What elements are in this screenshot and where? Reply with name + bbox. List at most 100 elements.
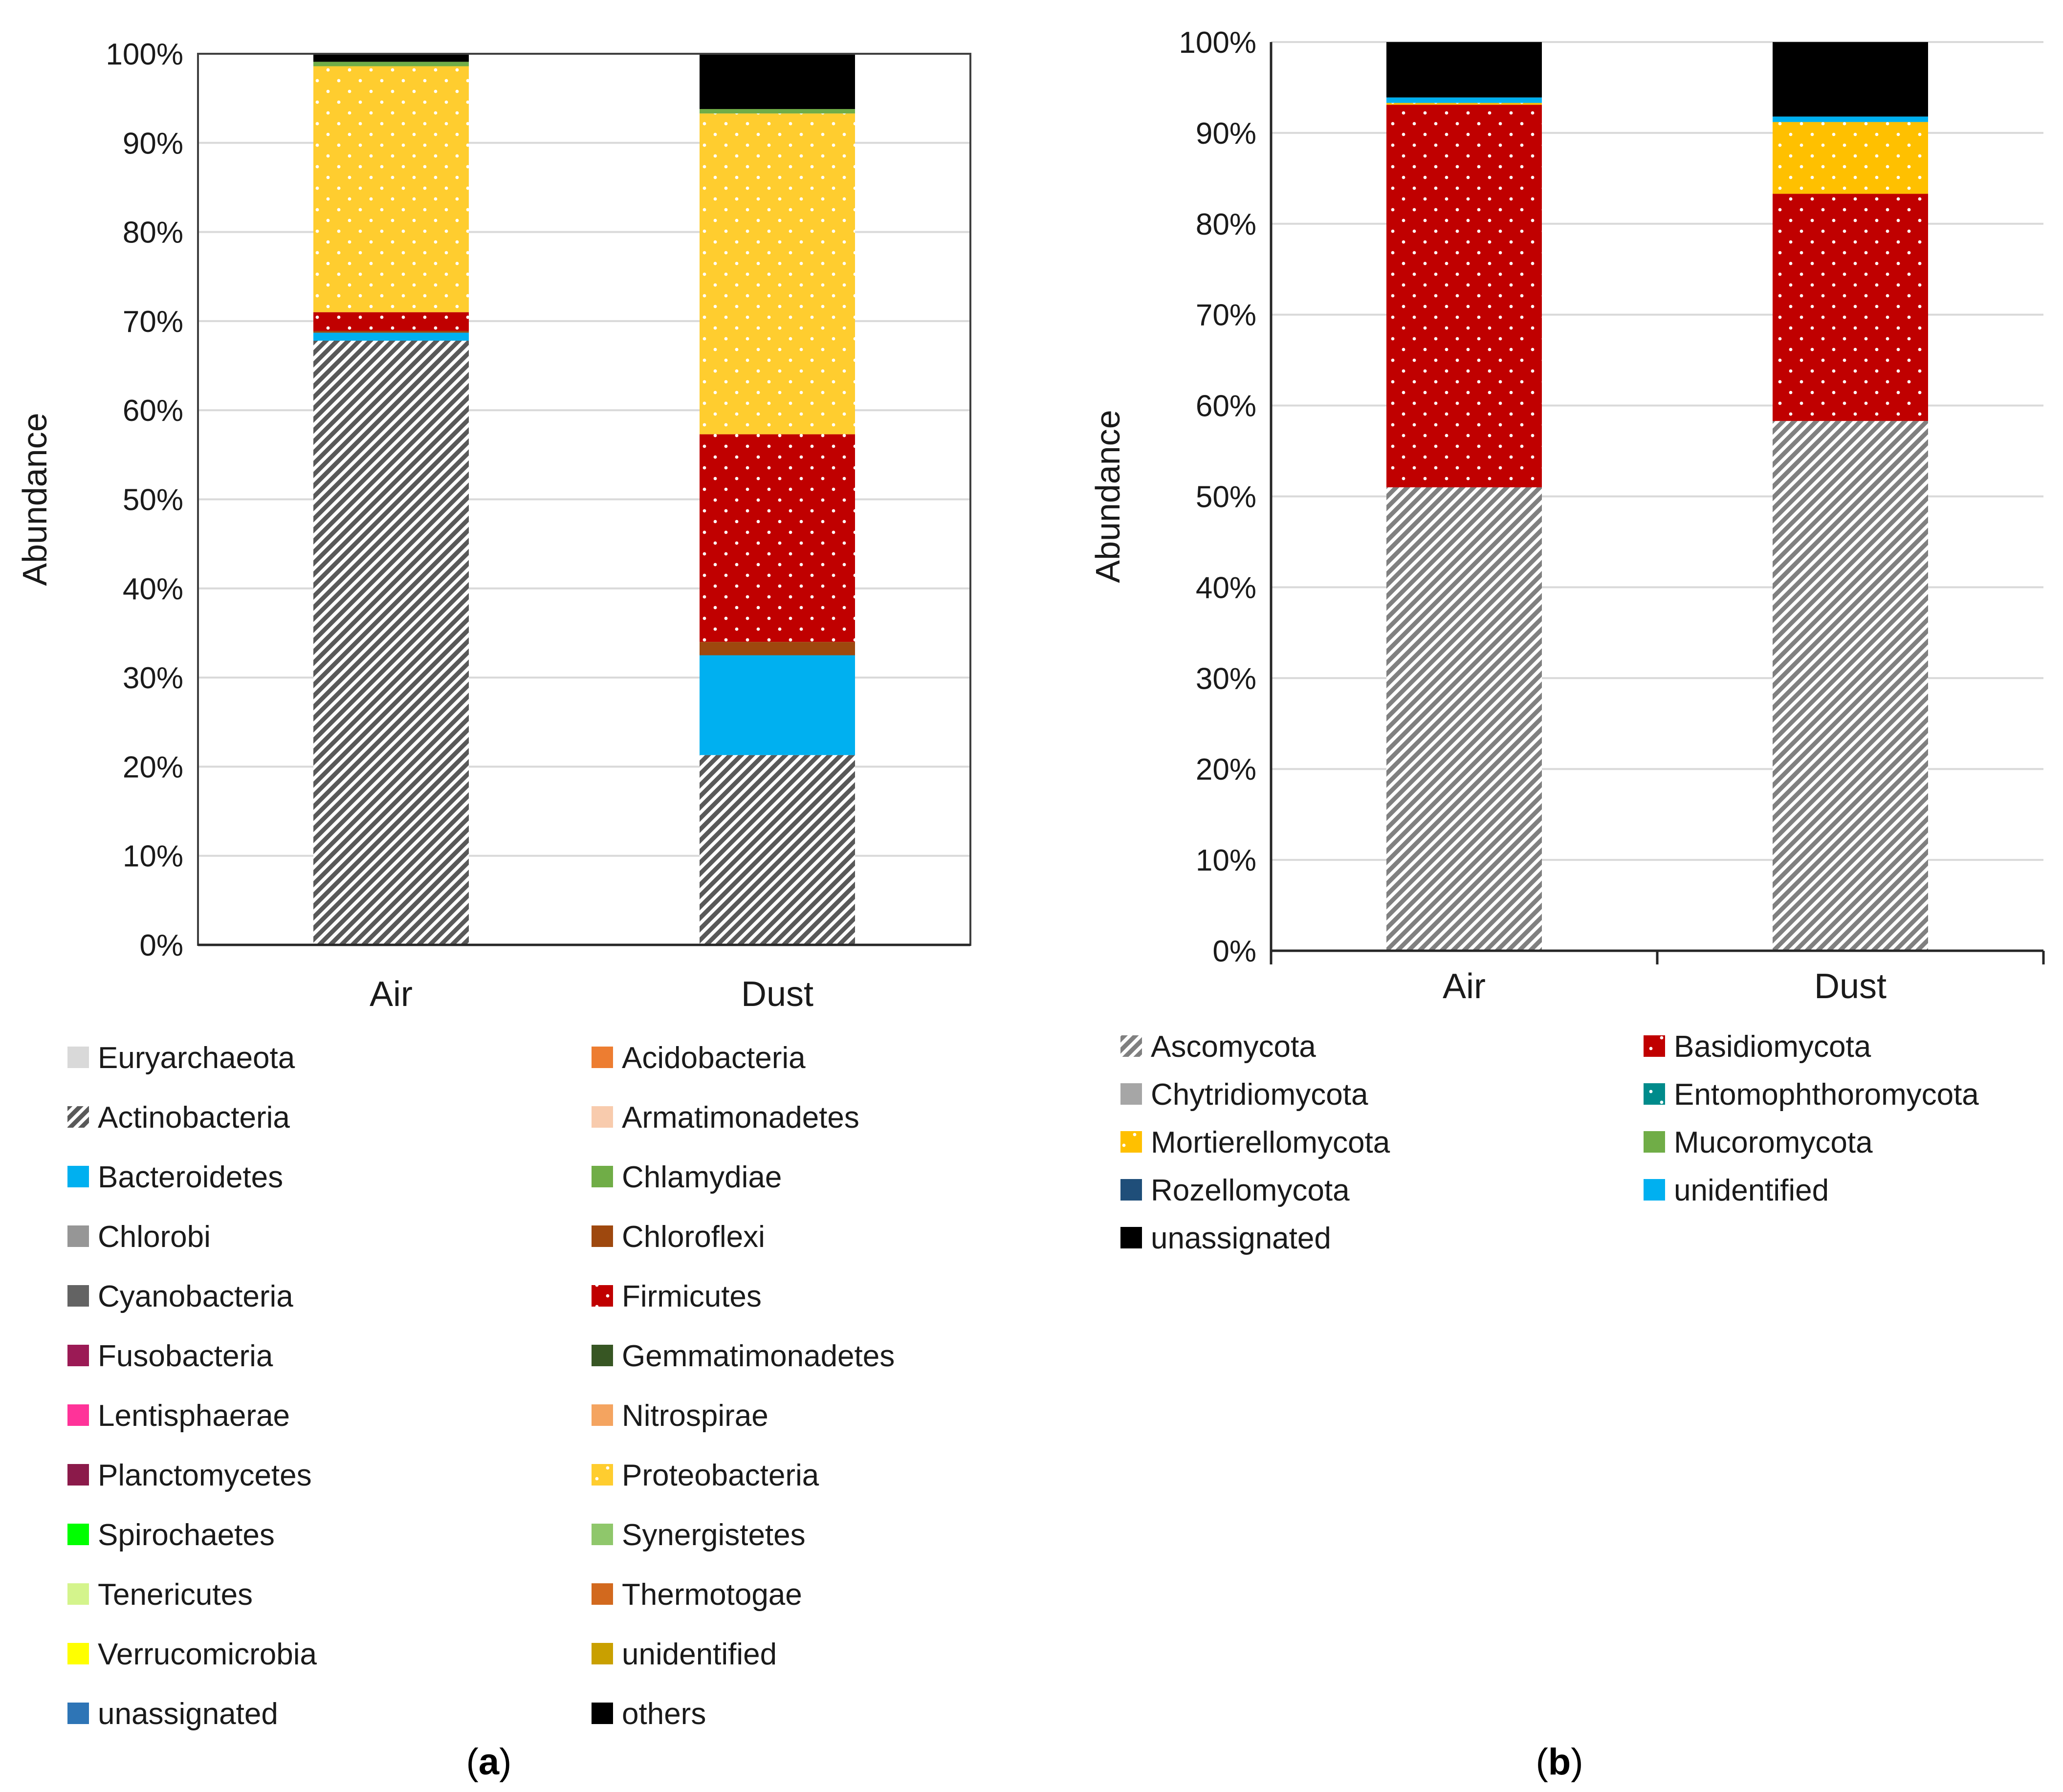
bar-segment-others-dust xyxy=(700,54,855,109)
bar-segment-proteobacteria-air xyxy=(313,66,469,312)
legend-swatch-gemmatimonadetes xyxy=(592,1345,613,1366)
legend-swatch-chlamydiae xyxy=(592,1166,613,1187)
bar-segment-proteobacteria-dust xyxy=(700,113,855,435)
x-category-label: Air xyxy=(370,975,413,1014)
legend-label: Spirochaetes xyxy=(98,1518,275,1552)
legend-label: Bacteroidetes xyxy=(98,1160,283,1194)
legend-swatch-entomophthoromycota xyxy=(1644,1083,1665,1105)
legend-label: Armatimonadetes xyxy=(622,1101,859,1135)
y-tick-label: 50% xyxy=(123,483,183,517)
y-axis-title: Abundance xyxy=(16,413,54,586)
legend-label: Verrucomicrobia xyxy=(98,1638,317,1671)
y-tick-label: 0% xyxy=(139,929,183,962)
bar-segment-chloroflexi-dust xyxy=(700,642,855,656)
legend-swatch-chytridiomycota xyxy=(1120,1083,1142,1105)
y-tick-label: 20% xyxy=(123,750,183,784)
legend-label: Euryarchaeota xyxy=(98,1041,295,1075)
legend-swatch-armatimonadetes xyxy=(592,1106,613,1128)
bar-segment-bacteroidetes-air xyxy=(313,332,469,341)
legend-swatch-chlorobi xyxy=(67,1225,89,1247)
bar-segment-firmicutes-dust xyxy=(700,434,855,642)
legend-swatch-unidentified xyxy=(1644,1179,1665,1201)
legend-swatch-ascomycota xyxy=(1120,1035,1142,1057)
y-tick-label: 60% xyxy=(1196,390,1256,423)
caption-a: (a) xyxy=(466,1741,512,1783)
legend-swatch-spirochaetes xyxy=(67,1524,89,1545)
bar-segment-ascomycota-dust xyxy=(1773,421,1928,951)
legend-label: Cyanobacteria xyxy=(98,1280,293,1313)
legend-swatch-tenericutes xyxy=(67,1583,89,1605)
bar-segment-actinobacteria-air xyxy=(313,341,469,945)
bar-segment-ascomycota-air xyxy=(1386,487,1542,951)
y-tick-label: 40% xyxy=(123,572,183,606)
y-axis-title: Abundance xyxy=(1089,410,1127,583)
legend-swatch-unassignated xyxy=(67,1703,89,1724)
legend-label: Entomophthoromycota xyxy=(1674,1078,1979,1112)
legend-label: unassignated xyxy=(98,1697,278,1731)
bar-segment-firmicutes-air xyxy=(313,312,469,331)
legend-label: Actinobacteria xyxy=(98,1101,290,1135)
y-tick-label: 40% xyxy=(1196,571,1256,605)
x-category-label: Dust xyxy=(741,975,813,1014)
y-tick-label: 60% xyxy=(123,394,183,428)
legend-swatch-actinobacteria xyxy=(67,1106,89,1128)
y-tick-label: 70% xyxy=(1196,299,1256,332)
legend-swatch-acidobacteria xyxy=(592,1047,613,1068)
legend-label: Mucoromycota xyxy=(1674,1126,1873,1159)
x-category-label: Air xyxy=(1443,967,1486,1006)
legend-swatch-cyanobacteria xyxy=(67,1285,89,1307)
legend-label: Chlamydiae xyxy=(622,1160,782,1194)
legend-swatch-verrucomicrobia xyxy=(67,1643,89,1664)
legend-label: Chloroflexi xyxy=(622,1220,765,1254)
y-tick-label: 80% xyxy=(1196,208,1256,241)
y-tick-label: 90% xyxy=(123,127,183,160)
y-tick-label: 80% xyxy=(123,216,183,250)
legend-label: Mortierellomycota xyxy=(1151,1126,1390,1159)
legend-swatch-euryarchaeota xyxy=(67,1047,89,1068)
legend-swatch-rozellomycota xyxy=(1120,1179,1142,1201)
bar-segment-unassignated-dust xyxy=(1773,42,1928,117)
legend-swatch-firmicutes xyxy=(592,1285,613,1307)
legend-label: Gemmatimonadetes xyxy=(622,1339,895,1373)
legend-label: unassignated xyxy=(1151,1222,1331,1255)
legend-swatch-synergistetes xyxy=(592,1524,613,1545)
legend-swatch-proteobacteria xyxy=(592,1464,613,1486)
bar-segment-chloroflexi-air xyxy=(313,330,469,333)
legend-label: Proteobacteria xyxy=(622,1459,819,1492)
y-tick-label: 30% xyxy=(1196,662,1256,696)
legend-swatch-unidentified xyxy=(592,1643,613,1664)
legend-swatch-fusobacteria xyxy=(67,1345,89,1366)
bar-segment-unidentified-dust xyxy=(1773,116,1928,122)
legend-label: Ascomycota xyxy=(1151,1030,1316,1064)
bar-segment-basidiomycota-air xyxy=(1386,105,1542,487)
bar-segment-chlamydiae-dust xyxy=(700,109,855,114)
legend-label: Planctomycetes xyxy=(98,1459,312,1492)
legend-label: Firmicutes xyxy=(622,1280,762,1313)
chart-panel-b: (b) 0% 10% 20% 30% 40% 50% 60% 70% 80% 90% 100% Air… xyxy=(1089,26,2045,1783)
bar-segment-mortierellomycota-dust xyxy=(1773,122,1928,194)
bar-segment-chlamydiae-air xyxy=(313,62,469,66)
bar-segment-basidiomycota-dust xyxy=(1773,194,1928,421)
legend-swatch-thermotogae xyxy=(592,1583,613,1605)
y-tick-label: 10% xyxy=(123,840,183,874)
legend-label: Lentisphaerae xyxy=(98,1399,290,1433)
legend-label: Nitrospirae xyxy=(622,1399,768,1433)
y-tick-label: 100% xyxy=(1179,26,1256,60)
legend-swatch-unassignated xyxy=(1120,1227,1142,1248)
bar-segment-bacteroidetes-dust xyxy=(700,655,855,755)
y-tick-label: 90% xyxy=(1196,117,1256,151)
legend-label: Acidobacteria xyxy=(622,1041,806,1075)
y-tick-label: 70% xyxy=(123,305,183,339)
legend-label: Chlorobi xyxy=(98,1220,211,1254)
y-tick-label: 100% xyxy=(106,38,183,71)
legend-label: Fusobacteria xyxy=(98,1339,273,1373)
legend-label: Tenericutes xyxy=(98,1578,253,1612)
bar-segment-actinobacteria-dust xyxy=(700,755,855,945)
caption-a-letter: a xyxy=(479,1741,500,1783)
legend-swatch-mortierellomycota xyxy=(1120,1131,1142,1153)
legend-label: Basidiomycota xyxy=(1674,1030,1871,1064)
legend-label: unidentified xyxy=(622,1638,777,1671)
legend-swatch-chloroflexi xyxy=(592,1225,613,1247)
legend-swatch-others xyxy=(592,1703,613,1724)
